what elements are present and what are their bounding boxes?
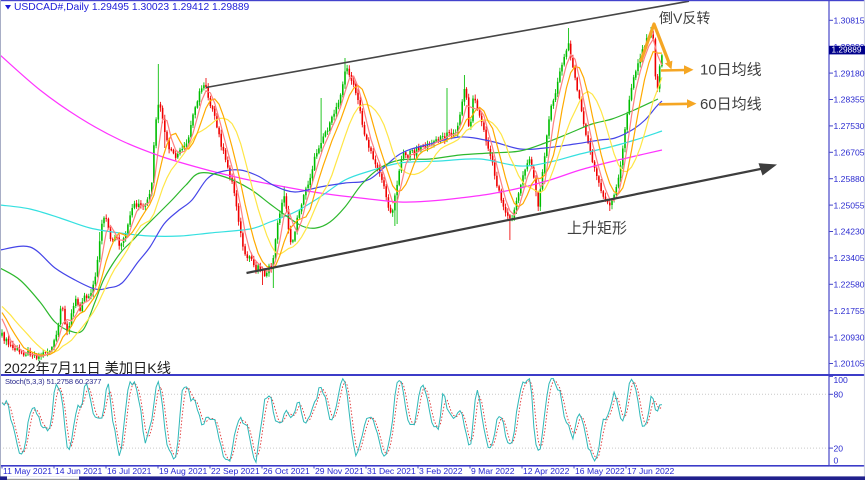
svg-text:10日均线: 10日均线 — [700, 62, 762, 79]
svg-text:1.20930: 1.20930 — [834, 332, 865, 342]
svg-text:100: 100 — [834, 375, 849, 385]
svg-text:Stoch(5,3,3) 51.2758 60.2377: Stoch(5,3,3) 51.2758 60.2377 — [5, 377, 101, 386]
svg-text:16 Jul 2021: 16 Jul 2021 — [107, 466, 152, 476]
svg-text:60日均线: 60日均线 — [700, 96, 762, 113]
svg-text:1.24230: 1.24230 — [834, 227, 865, 237]
svg-text:31 Dec 2021: 31 Dec 2021 — [367, 466, 416, 476]
svg-text:1.21755: 1.21755 — [834, 306, 865, 316]
svg-text:20: 20 — [834, 443, 844, 453]
svg-text:12 Apr 2022: 12 Apr 2022 — [523, 466, 570, 476]
svg-text:1.26705: 1.26705 — [834, 148, 865, 158]
svg-text:29 Nov 2021: 29 Nov 2021 — [315, 466, 364, 476]
svg-text:1.30815: 1.30815 — [834, 16, 865, 26]
svg-text:倒V反转: 倒V反转 — [659, 10, 710, 26]
svg-text:14 Jun 2021: 14 Jun 2021 — [55, 466, 103, 476]
svg-text:1.28355: 1.28355 — [834, 95, 865, 105]
svg-text:16 May 2022: 16 May 2022 — [575, 466, 625, 476]
svg-text:USDCAD#,Daily 1.29495 1.30023: USDCAD#,Daily 1.29495 1.30023 1.29412 1.… — [14, 2, 250, 13]
svg-text:1.25055: 1.25055 — [834, 200, 865, 210]
svg-text:1.25880: 1.25880 — [834, 174, 865, 184]
svg-text:1.22580: 1.22580 — [834, 280, 865, 290]
svg-text:22 Sep 2021: 22 Sep 2021 — [211, 466, 260, 476]
svg-text:1.23405: 1.23405 — [834, 253, 865, 263]
svg-text:1.27530: 1.27530 — [834, 121, 865, 131]
svg-text:3 Feb 2022: 3 Feb 2022 — [419, 466, 463, 476]
svg-text:9 Mar 2022: 9 Mar 2022 — [471, 466, 515, 476]
svg-text:0: 0 — [834, 456, 839, 466]
svg-text:11 May 2021: 11 May 2021 — [3, 466, 52, 476]
svg-text:1.29180: 1.29180 — [834, 68, 865, 78]
svg-text:19 Aug 2021: 19 Aug 2021 — [159, 466, 207, 476]
svg-text:上升矩形: 上升矩形 — [567, 220, 627, 237]
svg-text:1.29889: 1.29889 — [832, 45, 862, 55]
svg-text:26 Oct 2021: 26 Oct 2021 — [263, 466, 310, 476]
svg-text:17 Jun 2022: 17 Jun 2022 — [627, 466, 675, 476]
svg-text:1.20105: 1.20105 — [834, 359, 865, 369]
svg-text:80: 80 — [834, 390, 844, 400]
svg-text:2022年7月11日 美加日K线: 2022年7月11日 美加日K线 — [4, 361, 171, 377]
